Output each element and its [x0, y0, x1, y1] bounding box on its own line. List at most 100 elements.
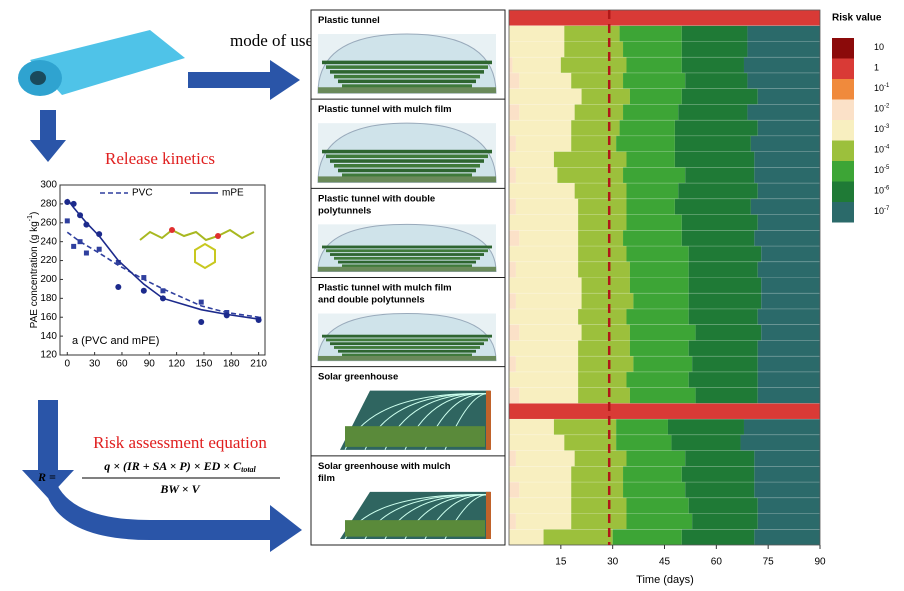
risk-segment: [754, 529, 820, 545]
risk-segment: [629, 324, 696, 341]
risk-segment: [519, 230, 579, 247]
scenario-title: Solar greenhouse: [318, 371, 398, 382]
heatmap-x-label: Time (days): [636, 574, 694, 586]
y-label-sup: -1: [27, 215, 34, 221]
crop-row: [330, 342, 484, 346]
risk-segment: [616, 419, 668, 435]
legend-label: PVC: [132, 188, 153, 199]
risk-segment: [553, 151, 627, 168]
risk-segment: [623, 41, 682, 58]
legend-base: 10: [874, 124, 884, 134]
risk-segment: [757, 371, 820, 388]
crops: [345, 426, 485, 447]
risk-segment: [626, 57, 682, 73]
point: [141, 275, 147, 281]
scenario-title: Plastic tunnel with mulch film and double…: [318, 282, 452, 305]
risk-segment: [509, 246, 579, 262]
heatmap: 15 30 45 60 75 9010110-110-210-310-410-510-61…: [508, 9, 890, 568]
risk-segment: [688, 261, 758, 278]
risk-segment: [578, 356, 634, 372]
crop-row: [326, 65, 488, 69]
crop-row: [342, 264, 472, 268]
risk-segment: [515, 198, 579, 215]
risk-segment: [761, 246, 820, 262]
risk-segment: [578, 371, 627, 388]
legend-swatch: [832, 99, 854, 120]
risk-segment: [557, 167, 624, 184]
legend-label: 10-7: [874, 206, 890, 217]
risk-segment: [509, 513, 516, 530]
crop-row: [338, 260, 476, 264]
crop-row: [330, 70, 484, 74]
x-tick-label: 45: [659, 557, 671, 568]
y-tick-label: 260: [40, 217, 57, 228]
legend-label: 10-4: [874, 144, 890, 155]
arrows: [22, 60, 302, 552]
crop-row: [326, 249, 488, 253]
risk-segment: [509, 340, 579, 357]
crop-row: [342, 353, 472, 357]
risk-segment: [747, 104, 820, 121]
risk-segment: [747, 41, 820, 58]
risk-segment: [757, 497, 820, 514]
risk-segment: [616, 434, 672, 451]
risk-segment: [571, 466, 624, 483]
point: [198, 318, 205, 325]
y-tick-label: 300: [40, 180, 57, 191]
risk-segment: [757, 340, 820, 357]
risk-segment: [515, 261, 579, 278]
risk-segment: [571, 497, 627, 514]
crop-row: [322, 149, 492, 154]
risk-segment: [515, 135, 572, 152]
risk-segment: [757, 356, 820, 372]
y-tick-label: 160: [40, 312, 57, 323]
risk-segment: [619, 120, 675, 136]
risk-segment: [571, 135, 617, 152]
crop-row: [338, 79, 476, 84]
point: [77, 239, 83, 245]
point: [96, 231, 103, 238]
point: [198, 299, 204, 305]
risk-segment: [626, 450, 686, 467]
crop-row: [330, 253, 484, 256]
risk-segment: [515, 450, 575, 467]
risk-segment: [509, 135, 516, 152]
risk-segment: [578, 214, 627, 231]
risk-segment: [626, 513, 693, 530]
risk-segment: [695, 324, 762, 341]
legend-label: 10: [874, 42, 884, 52]
crop-row: [322, 245, 492, 249]
risk-segment: [509, 403, 820, 420]
point: [83, 250, 89, 256]
point: [140, 287, 147, 294]
x-tick-label: 75: [763, 557, 775, 568]
legend-swatch: [832, 202, 854, 223]
risk-segment: [616, 135, 675, 152]
legend-base: 10: [874, 206, 884, 216]
risk-segment: [629, 88, 682, 105]
risk-segment: [757, 387, 820, 404]
risk-segment: [553, 419, 617, 435]
legend-label: 10-6: [874, 185, 890, 196]
risk-segment: [688, 371, 758, 388]
y-tick-label: 240: [40, 236, 57, 247]
risk-segment: [633, 356, 693, 372]
crop-row: [330, 159, 484, 163]
risk-segment: [509, 104, 520, 121]
risk-segment: [681, 41, 748, 58]
risk-segment: [626, 371, 689, 388]
kinetics-y-label: PAE concentration (g kg-1): [27, 212, 40, 329]
risk-segment: [754, 450, 820, 467]
risk-segment: [681, 25, 748, 42]
x-tick-label: 60: [711, 557, 723, 568]
legend-swatch: [832, 38, 854, 59]
risk-segment: [519, 104, 575, 121]
risk-segment: [509, 293, 516, 309]
ground: [318, 266, 496, 272]
risk-segment: [509, 214, 579, 231]
x-tick-label: 30: [89, 359, 101, 370]
equation: R = q × (IR + SA × P) × ED × Ctotal BW ×…: [37, 459, 280, 496]
legend-swatch: [832, 120, 854, 141]
risk-segment: [509, 120, 572, 136]
